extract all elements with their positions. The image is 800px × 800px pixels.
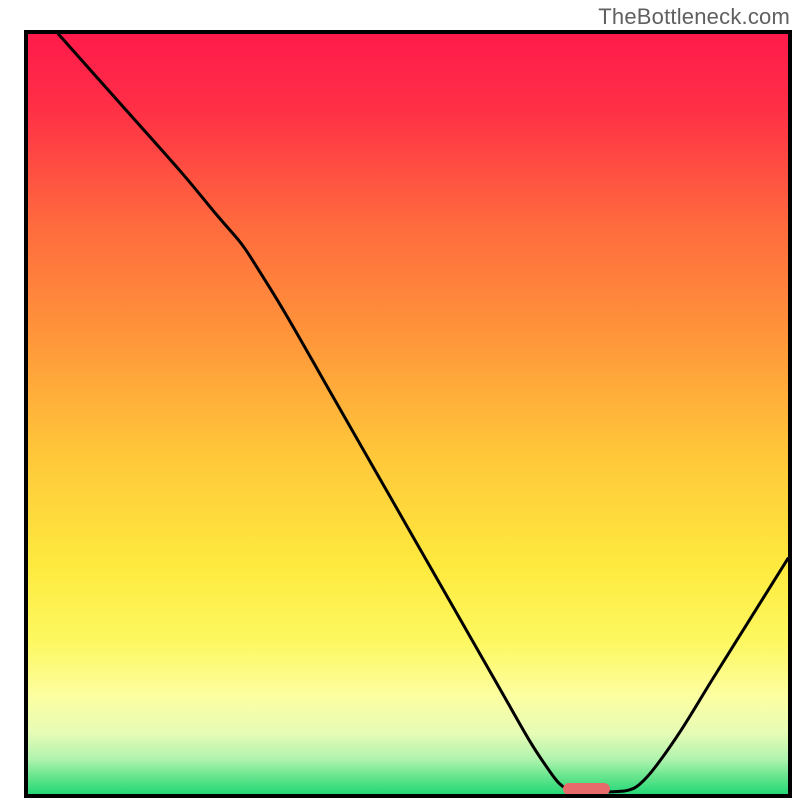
chart-plot-area: [24, 30, 792, 798]
bottleneck-curve: [28, 34, 788, 794]
optimal-range-marker: [563, 783, 610, 795]
watermark-text: TheBottleneck.com: [598, 4, 790, 30]
